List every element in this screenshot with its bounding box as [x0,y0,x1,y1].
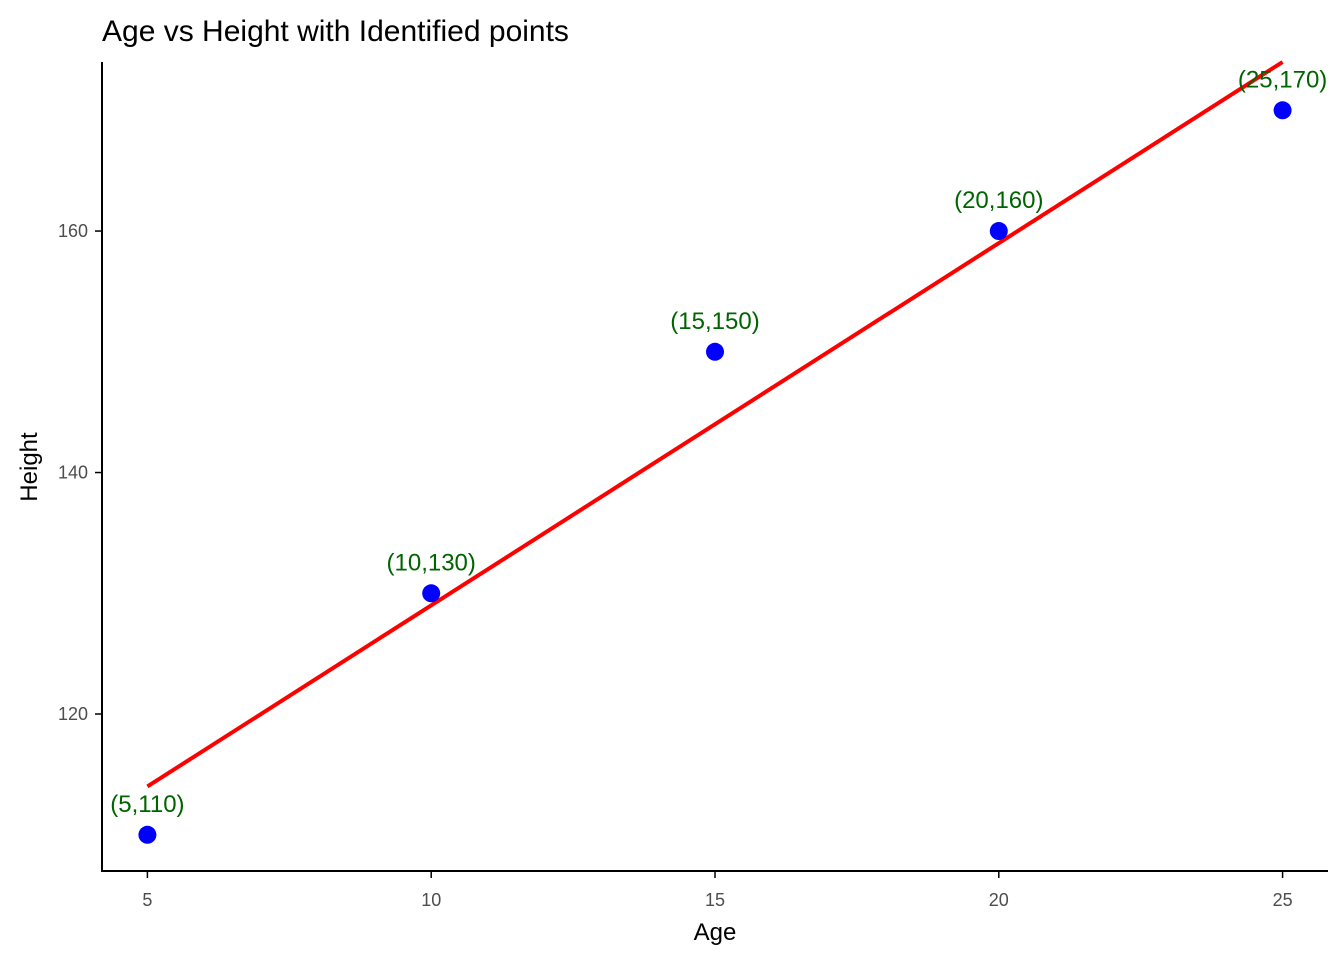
x-tick-label: 25 [1273,890,1293,910]
point-label: (15,150) [670,308,759,335]
point-label: (25,170) [1238,66,1327,93]
point-label: (5,110) [110,791,184,818]
y-axis-title: Height [16,432,43,502]
chart-title: Age vs Height with Identified points [102,15,569,48]
data-point [138,825,157,844]
y-tick-label: 120 [58,704,88,724]
x-tick-label: 20 [989,890,1009,910]
x-axis-ticks: 5 10 15 20 25 [142,871,1293,910]
y-tick-label: 140 [58,463,88,483]
y-tick-label: 160 [58,221,88,241]
data-point [706,342,724,361]
x-tick-label: 5 [142,890,152,910]
data-point [1273,101,1292,120]
y-axis-ticks: 120 140 160 [58,221,102,724]
x-tick-label: 15 [705,890,725,910]
x-axis-title: Age [694,919,737,946]
point-label: (10,130) [387,549,476,576]
data-point [422,584,441,603]
data-point [989,222,1008,241]
plot-area: (5,110) (10,130) (15,150) (20,160) (25,170) [110,60,1327,844]
x-tick-label: 10 [421,890,441,910]
point-label: (20,160) [954,187,1043,214]
trend-line [146,60,1284,789]
